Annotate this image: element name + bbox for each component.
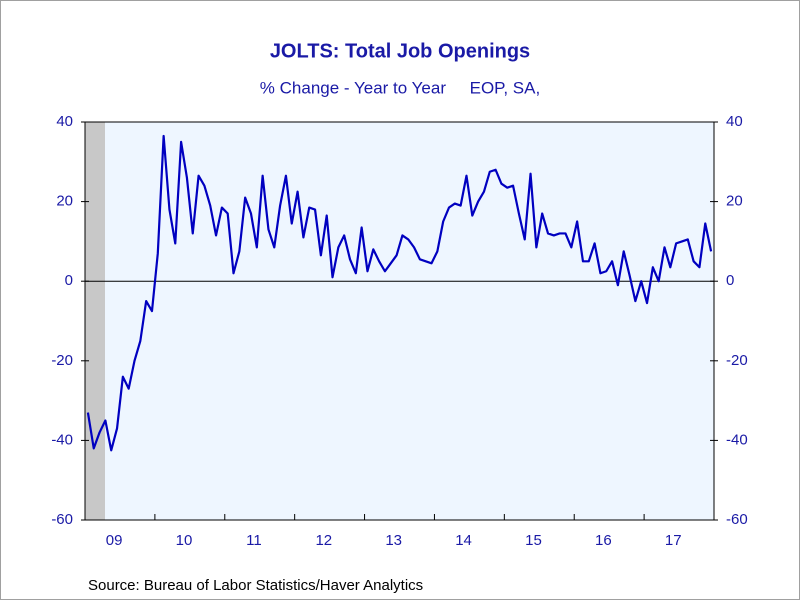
y-tick-label: 20 — [56, 193, 73, 210]
y-tick-label: -20 — [51, 352, 73, 369]
y-tick-label: -60 — [51, 511, 73, 528]
x-tick-label: 16 — [595, 532, 612, 549]
data-line — [86, 134, 713, 452]
x-tick-label: 17 — [665, 532, 682, 549]
x-tick-label: 15 — [525, 532, 542, 549]
x-tick-label: 14 — [455, 532, 472, 549]
y2-tick-label: 40 — [726, 113, 743, 130]
plot-border — [84, 121, 715, 521]
chart-title: JOLTS: Total Job Openings — [270, 40, 530, 62]
y-tick-label: -40 — [51, 431, 73, 448]
y2-tick-label: -40 — [726, 431, 748, 448]
chart-subtitle: % Change - Year to Year EOP, SA, — [260, 78, 540, 97]
x-tick-label: 11 — [246, 532, 262, 549]
recession-shading — [85, 122, 105, 520]
source-note: Source: Bureau of Labor Statistics/Haver… — [88, 577, 423, 594]
y2-tick-label: 0 — [726, 272, 734, 289]
x-tick-label: 09 — [106, 532, 123, 549]
x-tick-label: 10 — [176, 532, 193, 549]
y-tick-label: 0 — [65, 272, 73, 289]
plot-area — [85, 122, 714, 520]
x-tick-label: 13 — [385, 532, 402, 549]
y2-tick-label: 20 — [726, 193, 743, 210]
y2-tick-label: -20 — [726, 352, 748, 369]
y-tick-label: 40 — [56, 113, 73, 130]
y2-tick-label: -60 — [726, 511, 748, 528]
x-tick-label: 12 — [315, 532, 332, 549]
